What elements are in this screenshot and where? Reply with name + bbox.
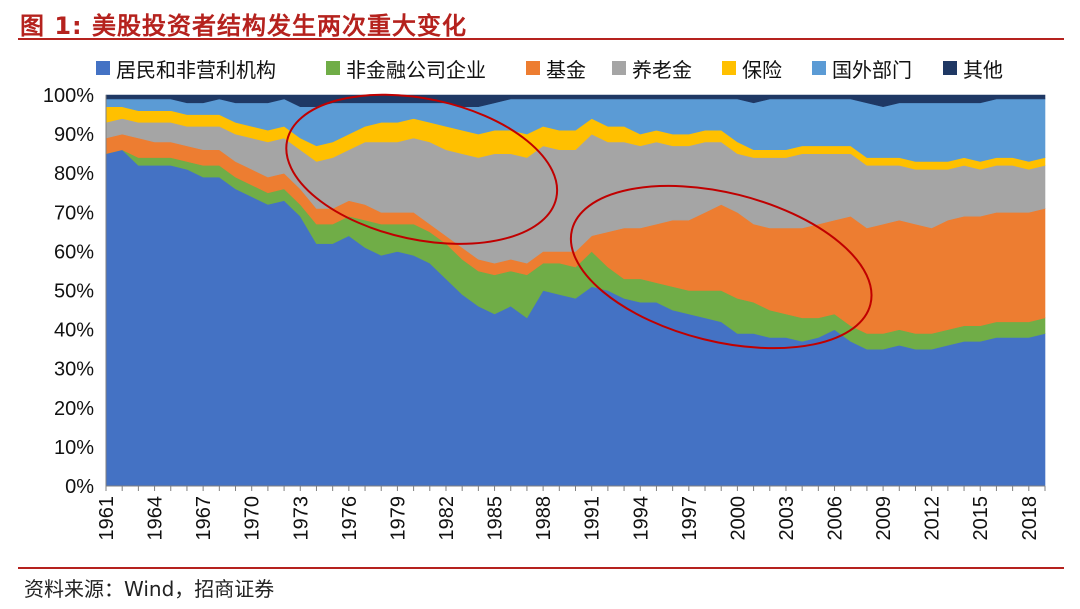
y-tick-label: 0% — [65, 476, 94, 498]
x-tick-label: 1991 — [582, 496, 604, 541]
legend-swatch-3 — [526, 61, 540, 75]
source-note: 资料来源：Wind，招商证券 — [24, 577, 275, 601]
y-tick-label: 50% — [54, 281, 94, 303]
y-tick-label: 100% — [43, 85, 94, 107]
legend-swatch-5 — [722, 61, 736, 75]
x-tick-label: 2000 — [727, 496, 749, 541]
title-rule — [18, 38, 1064, 40]
x-tick-label: 2018 — [1019, 496, 1041, 541]
axes-group: 0% 10% 20% 30% 40% 50% 60% 70% 80% 90% 100% 1961 196… — [43, 85, 1046, 541]
y-tick-label: 40% — [54, 320, 94, 342]
x-tick-label: 2009 — [873, 496, 895, 541]
x-tick-label: 2003 — [776, 496, 798, 541]
area-series-7 — [105, 94, 1046, 108]
y-tick-label: 10% — [54, 437, 94, 459]
legend-swatch-2 — [326, 61, 340, 75]
x-tick-label: 2012 — [922, 496, 944, 541]
legend-label-5: 保险 — [742, 58, 782, 82]
x-tick-label: 1982 — [436, 496, 458, 541]
x-tick-label: 1976 — [339, 496, 361, 541]
y-tick-label: 30% — [54, 359, 94, 381]
legend-label-6: 国外部门 — [832, 58, 912, 82]
area-series-group — [105, 94, 1046, 487]
x-tick-label: 1985 — [485, 496, 507, 540]
legend: 居民和非营利机构 非金融公司企业 基金 养老金 保险 国外部门 其他 — [96, 58, 1003, 82]
x-tick-label: 1973 — [290, 496, 312, 541]
x-tick-label: 1988 — [533, 496, 555, 541]
x-tick-label: 1961 — [96, 496, 118, 541]
x-tick-label: 1997 — [679, 496, 701, 541]
y-tick-label: 80% — [54, 163, 94, 185]
x-tick-label: 2006 — [825, 496, 847, 541]
annotation-ellipse-1 — [285, 93, 559, 245]
legend-swatch-6 — [812, 61, 826, 75]
annotation-group — [285, 93, 873, 350]
x-tick-label: 1964 — [145, 496, 167, 541]
y-tick-label: 90% — [54, 124, 94, 146]
chart-title: 图 1: 美股投资者结构发生两次重大变化 — [18, 4, 1064, 40]
annotation-ellipse-2 — [569, 184, 873, 350]
x-tick-label: 1994 — [630, 496, 652, 541]
x-tick-label: 2015 — [970, 496, 992, 541]
legend-label-1: 居民和非营利机构 — [116, 58, 276, 82]
legend-label-2: 非金融公司企业 — [346, 58, 486, 82]
legend-swatch-7 — [943, 61, 957, 75]
bottom-rule — [18, 567, 1064, 569]
legend-label-7: 其他 — [963, 58, 1003, 82]
y-tick-label: 20% — [54, 398, 94, 420]
legend-swatch-1 — [96, 61, 110, 75]
legend-label-3: 基金 — [546, 58, 586, 82]
y-tick-label: 70% — [54, 202, 94, 224]
chart-title-text: 图 1: 美股投资者结构发生两次重大变化 — [20, 12, 468, 40]
legend-swatch-4 — [612, 61, 626, 75]
x-tick-label: 1970 — [242, 496, 264, 541]
legend-label-4: 养老金 — [632, 58, 692, 82]
y-tick-label: 60% — [54, 241, 94, 263]
x-tick-label: 1979 — [387, 496, 409, 541]
x-tick-label: 1967 — [193, 496, 215, 541]
